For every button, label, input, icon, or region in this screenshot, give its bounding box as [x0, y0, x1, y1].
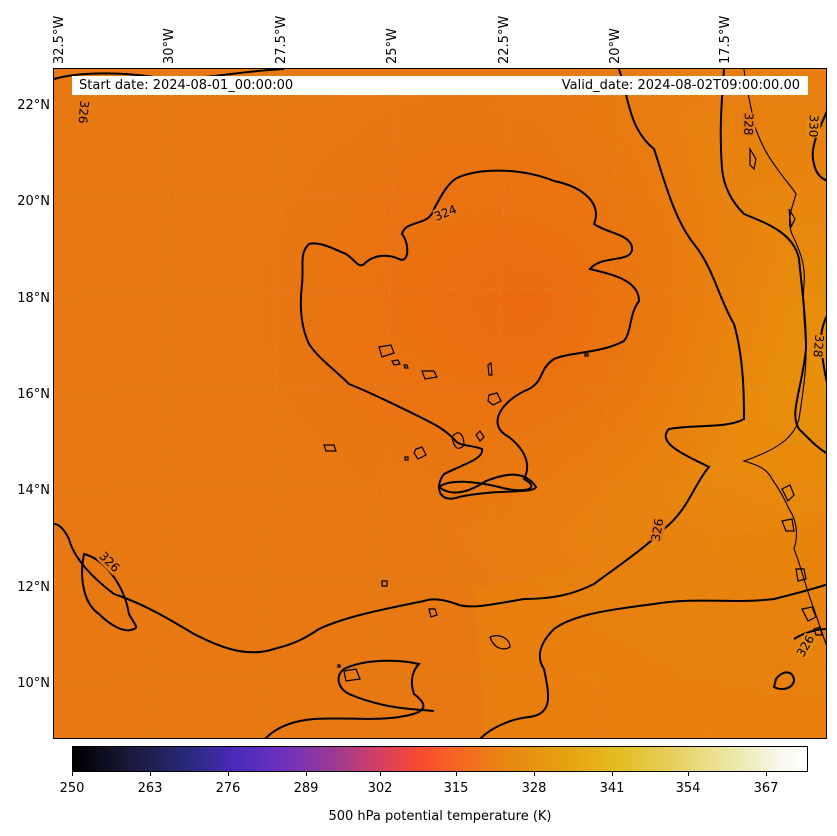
coastline-africa [742, 69, 826, 646]
start-date-text: Start date: 2024-08-01_00:00:00 [79, 78, 294, 93]
contour-326-loop [81, 552, 138, 632]
colorbar-label: 328 [521, 781, 547, 796]
colorbar-tick [150, 771, 151, 776]
colorbar-label: 354 [675, 781, 701, 796]
colorbar-label: 315 [443, 781, 469, 796]
lat-label: 18°N [17, 291, 50, 306]
lon-label: 22.5°W [497, 15, 512, 64]
contour-326-southeast [479, 583, 826, 738]
lon-label: 25°W [385, 28, 400, 64]
colorbar-label: 302 [367, 781, 393, 796]
contour-label-328-north: 328 [741, 112, 756, 136]
colorbar-label: 289 [293, 781, 319, 796]
lat-label: 14°N [17, 483, 50, 498]
colorbar-tick [72, 771, 73, 776]
colorbar-tick [766, 771, 767, 776]
date-info-box: Start date: 2024-08-01_00:00:00 Valid_da… [72, 76, 808, 95]
contour-label-330: 330 [806, 114, 821, 138]
map-canvas [54, 69, 826, 738]
lon-label: 17.5°W [718, 15, 733, 64]
colorbar-label: 250 [59, 781, 85, 796]
lon-label: 32.5°W [52, 15, 67, 64]
colorbar-tick [380, 771, 381, 776]
valid-date-text: Valid_date: 2024-08-02T09:00:00.00 [561, 78, 800, 93]
contour-label-328-east: 328 [810, 333, 827, 359]
islands [323, 344, 589, 682]
lat-label: 20°N [17, 194, 50, 209]
colorbar [72, 746, 808, 772]
island-far-east [772, 671, 796, 690]
lat-label: 10°N [17, 676, 50, 691]
colorbar-tick [612, 771, 613, 776]
lon-label: 30°W [162, 28, 177, 64]
lon-label: 20°W [608, 28, 623, 64]
colorbar-tick [534, 771, 535, 776]
contour-326-far-east [793, 628, 826, 640]
contour-label-326-nw: 326 [75, 99, 92, 125]
contour-326-east [54, 69, 746, 654]
colorbar-label: 263 [137, 781, 163, 796]
graticule [54, 69, 826, 738]
colorbar-label: 276 [215, 781, 241, 796]
warm-southeast-shading [474, 519, 826, 738]
contour-328 [719, 69, 826, 454]
colorbar-tick [228, 771, 229, 776]
colorbar-label: 367 [753, 781, 779, 796]
lat-label: 12°N [17, 580, 50, 595]
coast-detail [749, 146, 823, 636]
colorbar-title: 500 hPa potential temperature (K) [328, 809, 552, 824]
lon-label: 27.5°W [274, 15, 289, 64]
colorbar-label: 341 [599, 781, 625, 796]
colorbar-tick [688, 771, 689, 776]
colorbar-tick [456, 771, 457, 776]
map-panel: 326 324 328 330 328 326 326 326 [53, 68, 827, 739]
colorbar-tick [306, 771, 307, 776]
contour-324 [299, 169, 641, 500]
lat-label: 16°N [17, 387, 50, 402]
contour-326-south [264, 659, 435, 738]
lat-label: 22°N [17, 98, 50, 113]
